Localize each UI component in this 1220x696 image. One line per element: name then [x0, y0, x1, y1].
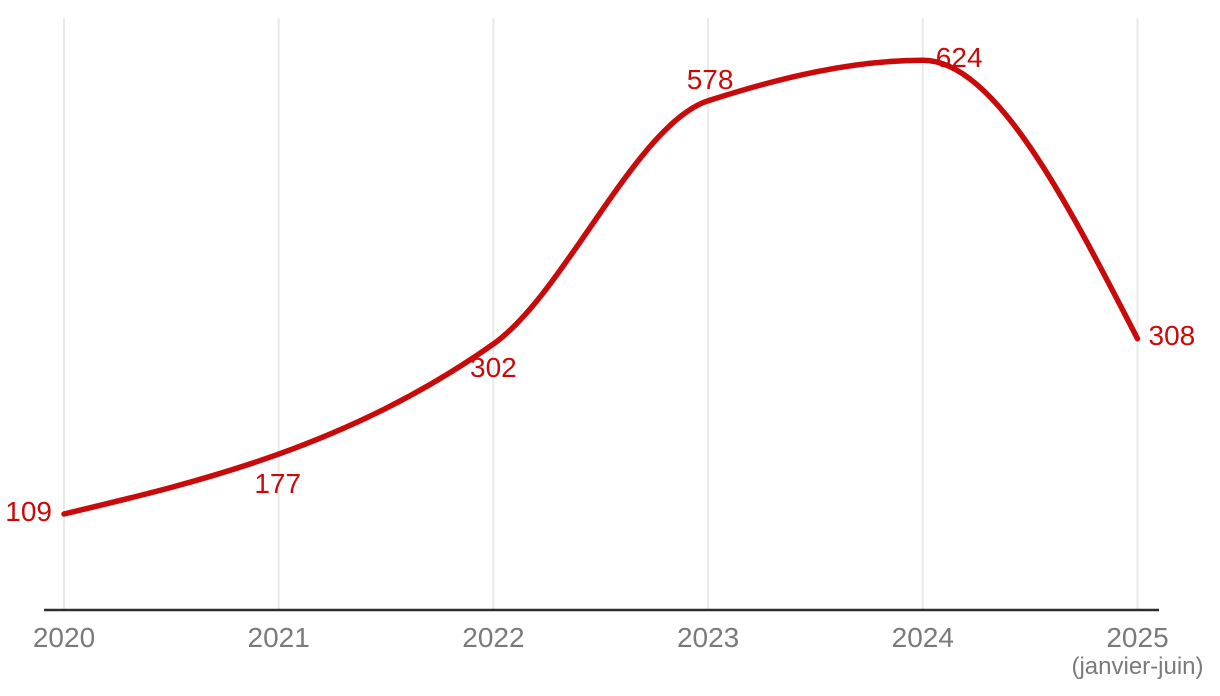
data-label: 302 — [470, 351, 517, 383]
x-tick-label: 2022 — [462, 622, 525, 653]
data-label: 177 — [254, 468, 302, 500]
data-label: 109 — [5, 495, 52, 527]
x-tick-label: 2024 — [891, 622, 954, 653]
x-tick-label: 2025 — [1106, 622, 1169, 653]
x-tick-label: 2020 — [32, 622, 96, 653]
x-tick-label: 2023 — [676, 622, 740, 653]
x-tick-label: 2021 — [247, 622, 310, 653]
trend-line — [61, 57, 1141, 517]
data-label: 308 — [1148, 319, 1196, 351]
data-label: 624 — [935, 42, 983, 74]
data-label: 578 — [686, 63, 734, 95]
x-axis-note: (janvier-juin) — [1071, 653, 1204, 680]
